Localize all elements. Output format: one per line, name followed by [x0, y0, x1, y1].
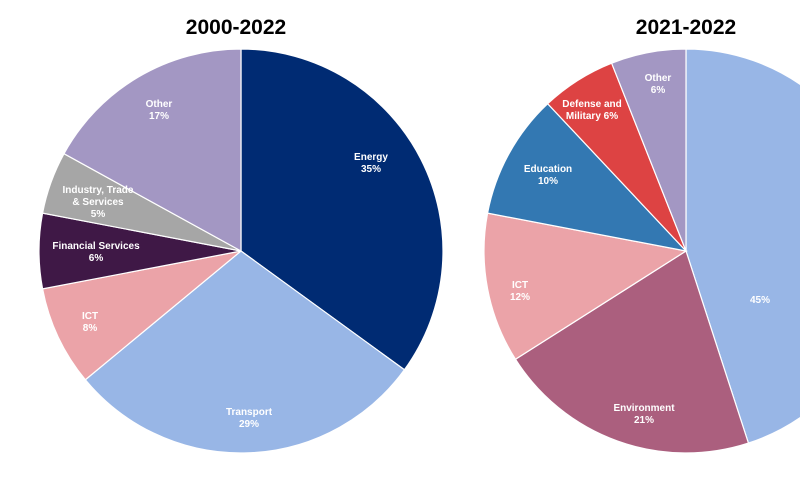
pie-chart-2021-2022: 45% Environment 21% ICT 12% Education 10% Defen… — [483, 48, 800, 454]
slice-label-line: & Services — [72, 197, 124, 208]
slice-label-line: 6% — [89, 253, 104, 264]
slice-label-line: Military 6% — [566, 111, 618, 122]
slice-label-line: Defense and — [562, 99, 621, 110]
pie-slice — [84, 250, 406, 454]
pie-slice — [63, 48, 242, 253]
slice-label-line: 5% — [91, 209, 106, 220]
pie-slice — [685, 48, 800, 444]
slice-label-line: 10% — [538, 176, 558, 187]
slice-label: Financial Services 6% — [52, 241, 140, 264]
slice-label-line: ICT — [512, 280, 528, 291]
pie-slice — [240, 48, 444, 371]
slice-label: ICT 12% — [510, 280, 530, 303]
pie-slice — [486, 102, 688, 252]
slice-label: Education 10% — [524, 164, 572, 187]
slice-label-line: Other — [146, 99, 173, 110]
slice-label-line: 8% — [83, 323, 98, 334]
slice-label: Defense and Military 6% — [562, 99, 621, 122]
pie-chart-2000-2022: Energy 35% Transport 29% ICT 8% Financial Serv… — [38, 48, 444, 454]
slice-label-line: 21% — [634, 415, 654, 426]
slice-label-line: ICT — [82, 311, 98, 322]
slice-label: Energy 35% — [354, 152, 388, 175]
slice-label: ICT 8% — [82, 311, 98, 334]
slice-label-line: 12% — [510, 292, 530, 303]
slice-label-line: Energy — [354, 152, 388, 163]
pie-slice — [41, 250, 242, 381]
slice-label-line: Transport — [226, 407, 273, 418]
chart-title-2000-2022: 2000-2022 — [186, 16, 286, 39]
slice-label: Environment 21% — [613, 403, 675, 426]
slice-label: 45% — [750, 295, 770, 306]
slice-label-line: 35% — [361, 164, 381, 175]
slice-label: Industry, Trade & Services 5% — [63, 185, 134, 220]
slice-label-line: 29% — [239, 419, 259, 430]
slice-label-line: Financial Services — [52, 241, 140, 252]
slice-label: Other 17% — [146, 99, 173, 122]
slice-label-line: Other — [645, 73, 672, 84]
pie-slice — [483, 212, 688, 361]
slice-label-line: 6% — [651, 85, 666, 96]
slice-label-line: Industry, Trade — [63, 185, 134, 196]
pie-slice — [514, 250, 750, 454]
slice-label-line: 17% — [149, 111, 169, 122]
slice-label-line: Environment — [613, 403, 675, 414]
slice-label: Transport 29% — [226, 407, 273, 430]
slice-label: Other 6% — [645, 73, 672, 96]
chart-title-2021-2022: 2021-2022 — [636, 16, 736, 39]
slice-label-line: 45% — [750, 295, 770, 306]
slice-label-line: Education — [524, 164, 572, 175]
pie-slice — [610, 48, 687, 252]
